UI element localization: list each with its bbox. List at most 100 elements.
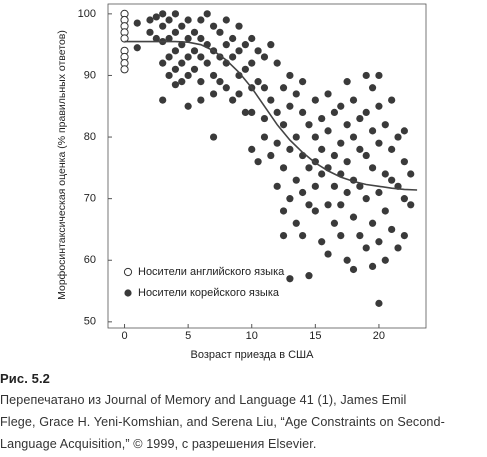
data-point bbox=[267, 151, 275, 160]
data-point bbox=[241, 41, 249, 49]
data-point bbox=[324, 127, 332, 135]
data-point bbox=[292, 176, 300, 184]
fit-curve bbox=[124, 40, 418, 191]
data-point bbox=[248, 145, 256, 153]
data-point bbox=[273, 182, 281, 190]
x-tick-label: 10 bbox=[246, 330, 258, 342]
data-point bbox=[190, 47, 199, 55]
data-point bbox=[171, 81, 180, 89]
data-point bbox=[197, 53, 205, 61]
y-tick-label: 80 bbox=[84, 131, 96, 143]
data-point bbox=[235, 47, 243, 55]
data-point bbox=[190, 65, 199, 73]
data-point bbox=[305, 164, 313, 172]
data-point bbox=[241, 108, 249, 117]
data-point bbox=[318, 114, 326, 123]
y-tick-label: 50 bbox=[84, 316, 96, 328]
data-point bbox=[407, 201, 415, 209]
x-tick-label: 5 bbox=[185, 330, 191, 342]
data-point bbox=[171, 65, 180, 73]
data-point bbox=[388, 145, 396, 153]
data-point bbox=[248, 59, 256, 67]
y-tick-label: 100 bbox=[78, 8, 96, 20]
data-point bbox=[165, 16, 173, 24]
data-point bbox=[362, 195, 370, 203]
data-point bbox=[152, 13, 160, 21]
data-point bbox=[362, 244, 370, 252]
data-point bbox=[152, 34, 160, 43]
data-point bbox=[209, 22, 218, 30]
plot-frame bbox=[107, 3, 427, 329]
data-point bbox=[343, 256, 351, 264]
data-point bbox=[368, 164, 377, 172]
data-point bbox=[299, 188, 307, 197]
data-point bbox=[356, 114, 364, 123]
data-point bbox=[324, 250, 332, 258]
data-point bbox=[381, 256, 389, 264]
data-point bbox=[388, 96, 396, 104]
data-point bbox=[337, 139, 345, 147]
data-point bbox=[178, 22, 186, 30]
data-point bbox=[349, 133, 358, 141]
data-point bbox=[388, 225, 396, 234]
legend-label: Носители английского языка bbox=[138, 266, 285, 278]
data-point bbox=[197, 34, 205, 43]
data-point bbox=[133, 19, 141, 27]
data-point bbox=[330, 151, 339, 160]
y-tick-label: 60 bbox=[84, 254, 96, 266]
data-point bbox=[146, 16, 154, 24]
data-point bbox=[375, 139, 383, 147]
data-point bbox=[349, 265, 358, 274]
data-point bbox=[368, 127, 377, 135]
data-point bbox=[241, 65, 249, 73]
data-point bbox=[292, 219, 300, 227]
data-point bbox=[209, 133, 218, 141]
data-point bbox=[356, 182, 364, 190]
data-point bbox=[159, 10, 167, 18]
data-point bbox=[375, 238, 383, 246]
data-point bbox=[356, 232, 364, 240]
data-point bbox=[330, 219, 339, 227]
data-point bbox=[368, 219, 377, 227]
data-point bbox=[146, 28, 154, 36]
data-point bbox=[235, 22, 243, 30]
data-point bbox=[349, 213, 358, 221]
data-point bbox=[286, 102, 294, 110]
data-point bbox=[337, 232, 345, 240]
data-point bbox=[400, 127, 408, 135]
chart: Возраст приезда в США Морфосинтаксическа… bbox=[56, 3, 427, 361]
data-point bbox=[286, 145, 294, 153]
data-point bbox=[362, 151, 370, 160]
y-tick-label: 90 bbox=[84, 69, 96, 81]
data-point bbox=[171, 28, 180, 36]
legend-marker bbox=[123, 267, 133, 277]
data-point bbox=[343, 78, 351, 86]
data-point bbox=[337, 201, 345, 209]
data-point bbox=[165, 34, 173, 43]
data-point bbox=[400, 232, 408, 240]
data-point bbox=[248, 34, 256, 43]
data-point bbox=[305, 121, 313, 129]
data-point bbox=[286, 71, 294, 80]
data-point bbox=[407, 170, 415, 178]
data-point bbox=[229, 96, 237, 104]
data-point bbox=[343, 188, 351, 197]
data-point bbox=[197, 16, 205, 24]
data-point bbox=[368, 262, 377, 271]
data-point bbox=[216, 78, 224, 86]
data-point bbox=[254, 158, 262, 166]
data-point bbox=[190, 28, 199, 36]
data-point bbox=[260, 114, 269, 123]
data-point bbox=[330, 108, 339, 117]
data-point bbox=[286, 195, 294, 203]
data-point bbox=[222, 41, 230, 49]
data-point bbox=[216, 53, 224, 61]
data-point bbox=[260, 53, 269, 61]
data-point bbox=[248, 108, 256, 117]
data-point bbox=[203, 10, 211, 18]
data-point bbox=[178, 78, 186, 86]
data-point bbox=[311, 182, 319, 190]
data-point bbox=[368, 84, 377, 92]
data-point bbox=[292, 133, 300, 141]
